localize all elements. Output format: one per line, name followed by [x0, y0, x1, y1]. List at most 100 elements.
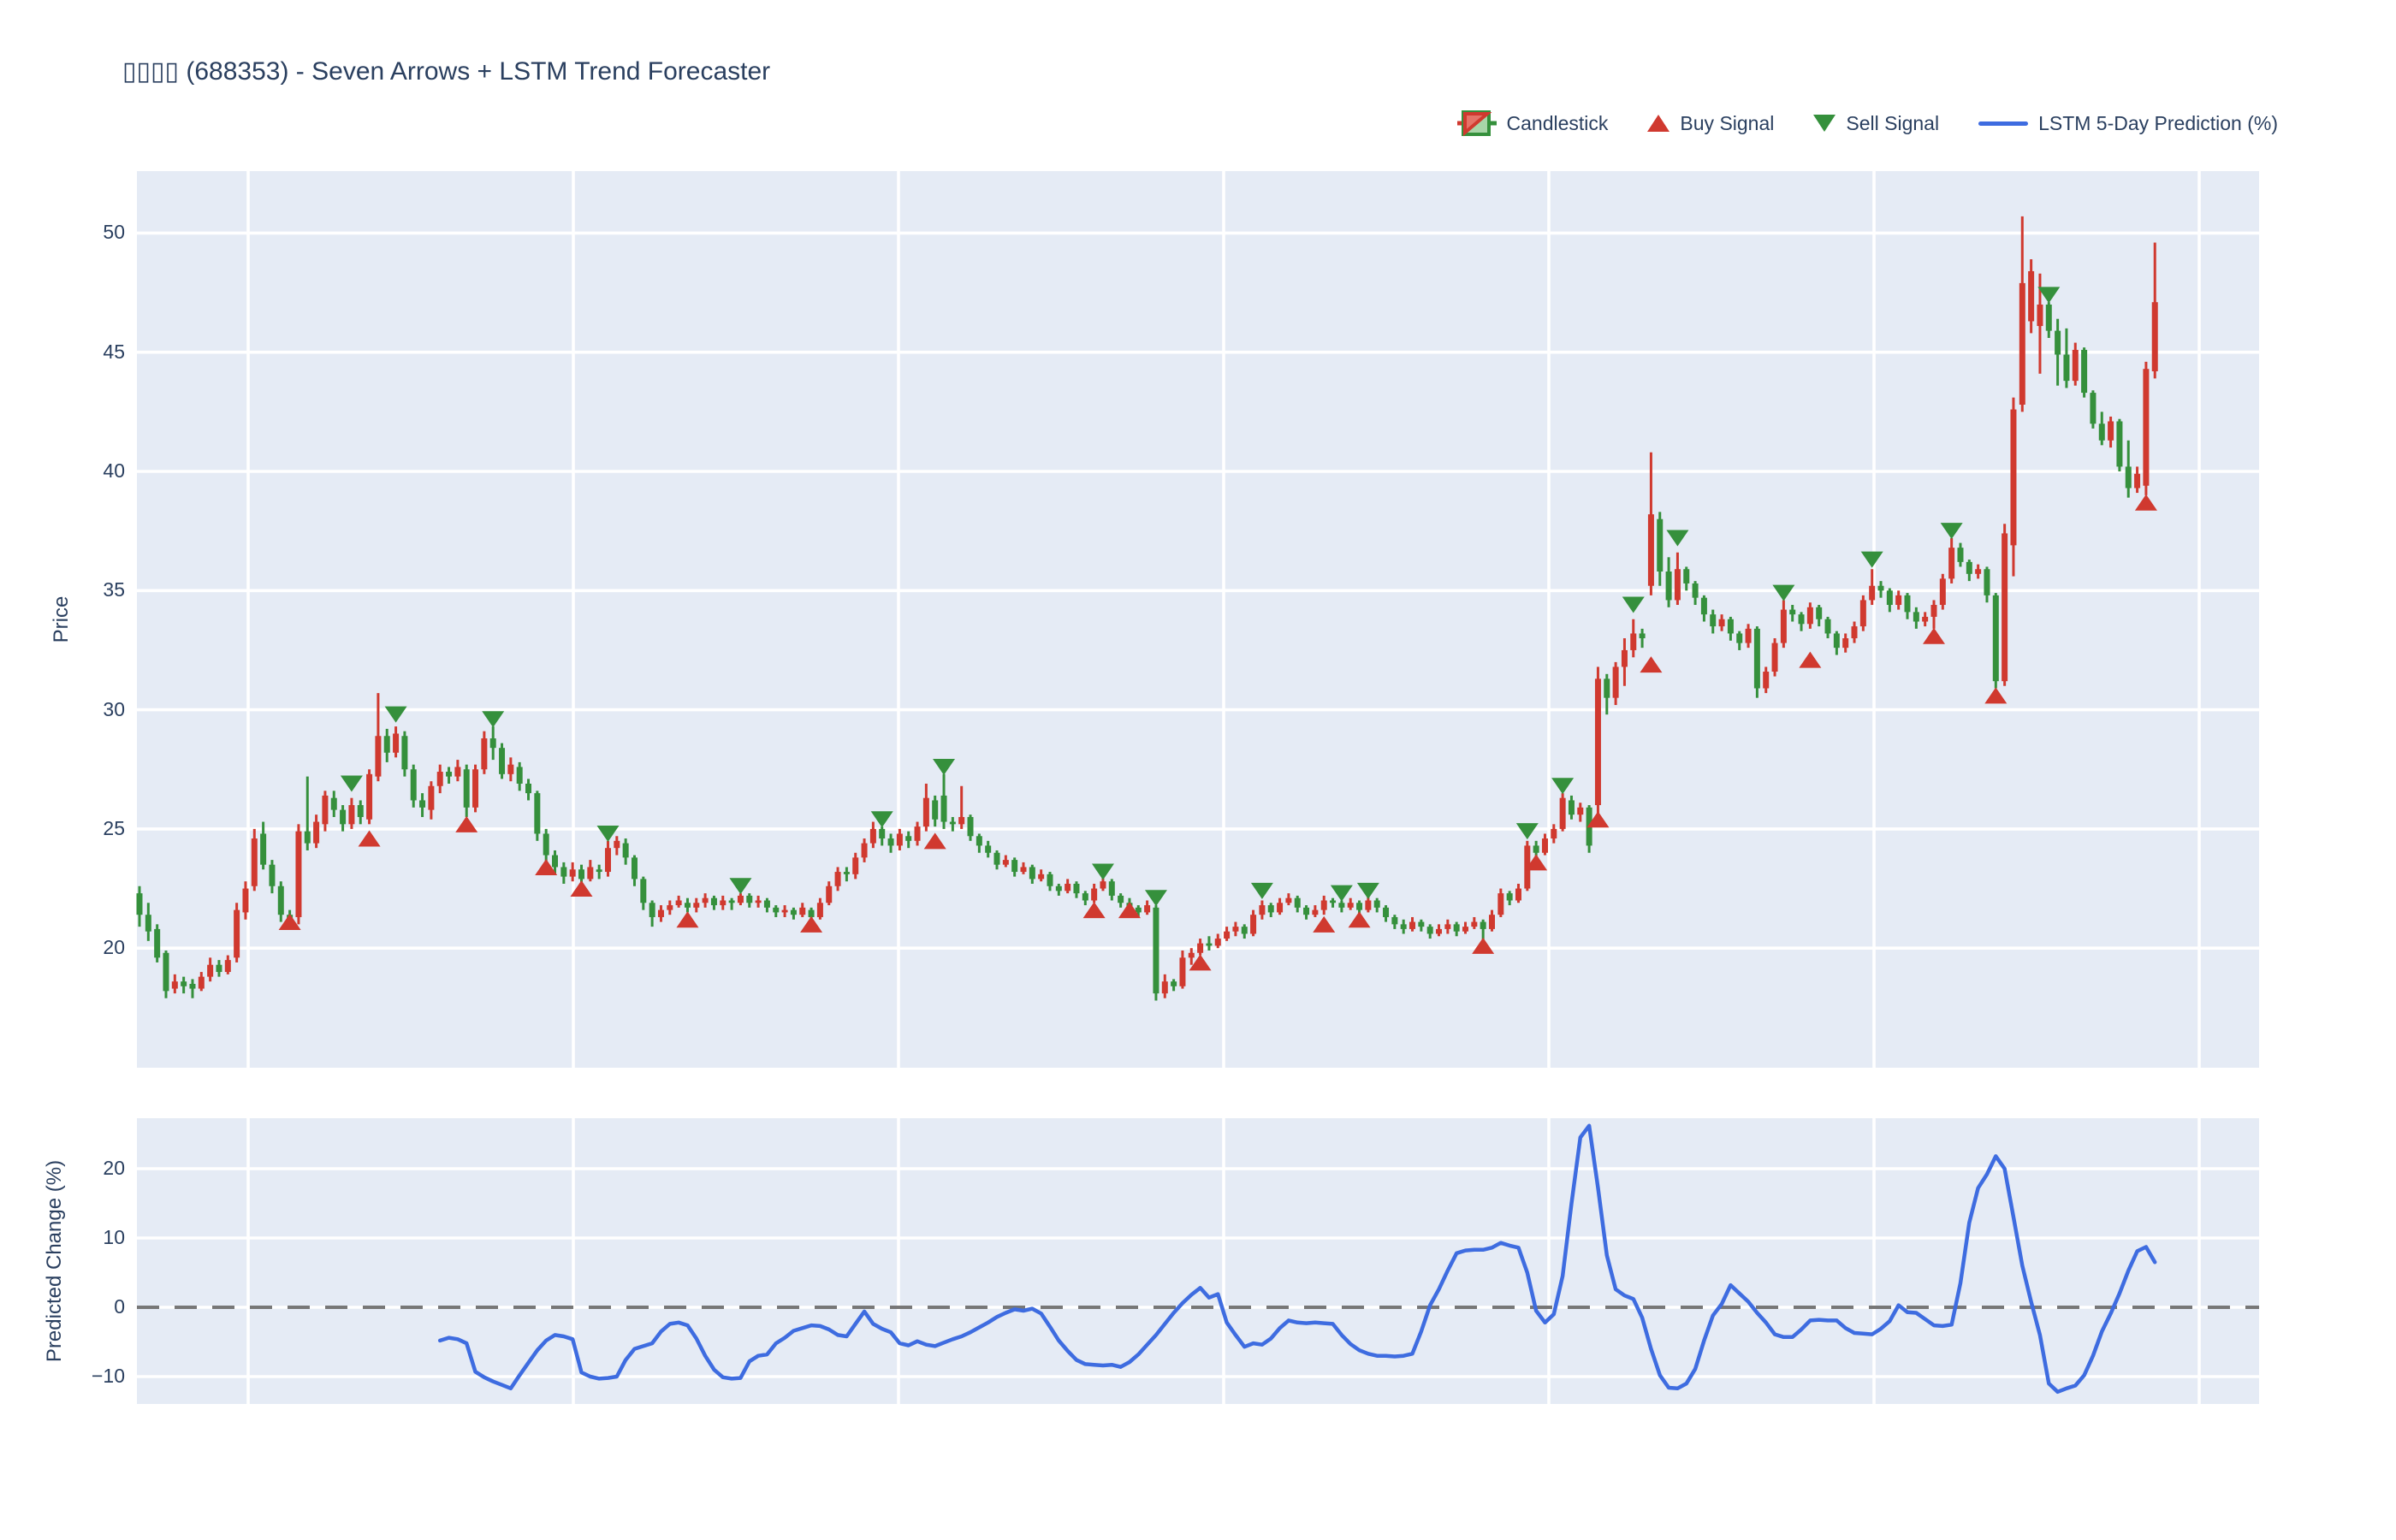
candle[interactable] — [171, 981, 178, 989]
candle[interactable] — [896, 833, 903, 846]
candle[interactable] — [1153, 907, 1159, 994]
candle[interactable] — [1939, 578, 1946, 606]
candle[interactable] — [1612, 666, 1619, 698]
candle[interactable] — [1444, 924, 1451, 929]
candle[interactable] — [1391, 916, 1398, 925]
candle[interactable] — [1930, 605, 1937, 617]
price-plot-area[interactable] — [137, 171, 2259, 1068]
candle[interactable] — [1188, 952, 1195, 958]
candle[interactable] — [436, 772, 443, 786]
candle[interactable] — [1895, 595, 1902, 606]
candle[interactable] — [1975, 569, 1982, 574]
candle[interactable] — [1320, 900, 1327, 910]
candle[interactable] — [2151, 302, 2158, 371]
candle[interactable] — [1312, 909, 1319, 915]
candle[interactable] — [879, 828, 886, 839]
candle[interactable] — [1842, 638, 1849, 649]
candle[interactable] — [1816, 607, 1823, 619]
candle[interactable] — [145, 915, 151, 932]
candle[interactable] — [799, 907, 806, 915]
candle[interactable] — [1559, 797, 1566, 829]
buy-signal-marker[interactable] — [1640, 656, 1663, 673]
candle[interactable] — [1692, 583, 1699, 598]
candle[interactable] — [242, 888, 249, 913]
candle[interactable] — [1232, 927, 1239, 932]
candle[interactable] — [419, 800, 426, 808]
sell-signal-marker[interactable] — [1091, 863, 1114, 880]
candle[interactable] — [340, 809, 347, 825]
candle[interactable] — [1647, 514, 1654, 586]
candle-wick[interactable] — [305, 776, 309, 850]
candle[interactable] — [1665, 572, 1672, 601]
candle[interactable] — [569, 869, 576, 877]
candle[interactable] — [1285, 897, 1292, 903]
sell-signal-marker[interactable] — [1250, 882, 1273, 899]
candle[interactable] — [1630, 633, 1637, 650]
candle[interactable] — [1506, 893, 1513, 901]
candle[interactable] — [269, 864, 276, 886]
candle[interactable] — [1426, 927, 1433, 934]
candle[interactable] — [154, 928, 161, 958]
candle[interactable] — [224, 960, 231, 973]
candle[interactable] — [1002, 860, 1009, 865]
candle[interactable] — [2116, 421, 2123, 467]
candle[interactable] — [234, 909, 240, 958]
candle[interactable] — [657, 909, 664, 917]
candle[interactable] — [710, 897, 717, 906]
candle[interactable] — [401, 736, 408, 770]
candle[interactable] — [2055, 330, 2061, 355]
candle[interactable] — [976, 836, 982, 846]
candle[interactable] — [1524, 845, 1531, 889]
sell-signal-marker[interactable] — [1551, 778, 1575, 795]
candle[interactable] — [1992, 595, 1999, 682]
candle[interactable] — [366, 773, 373, 820]
candle[interactable] — [1197, 943, 1204, 953]
candle[interactable] — [1303, 907, 1310, 915]
legend-item-prediction[interactable]: LSTM 5-Day Prediction (%) — [1978, 112, 2278, 135]
candle[interactable] — [2063, 354, 2070, 382]
candle[interactable] — [1171, 981, 1177, 986]
candle[interactable] — [993, 852, 1000, 865]
candle[interactable] — [1577, 807, 1584, 815]
candle[interactable] — [1753, 628, 1760, 689]
candle[interactable] — [2143, 369, 2150, 486]
buy-signal-marker[interactable] — [923, 832, 946, 850]
candle[interactable] — [463, 769, 470, 808]
sell-signal-marker[interactable] — [729, 878, 752, 895]
candle[interactable] — [852, 857, 859, 874]
buy-signal-marker[interactable] — [800, 915, 823, 933]
candle[interactable] — [543, 833, 549, 856]
candle[interactable] — [1214, 939, 1221, 946]
candle[interactable] — [1922, 616, 1929, 622]
sell-signal-marker[interactable] — [1666, 530, 1689, 547]
sell-signal-marker[interactable] — [1940, 523, 1963, 540]
candle[interactable] — [614, 840, 620, 849]
candle[interactable] — [1462, 927, 1468, 932]
sell-signal-marker[interactable] — [2037, 287, 2061, 304]
candle[interactable] — [260, 833, 267, 865]
candle[interactable] — [869, 828, 876, 844]
candle[interactable] — [1250, 915, 1257, 934]
buy-signal-marker[interactable] — [1799, 651, 1822, 668]
candle[interactable] — [1594, 678, 1601, 806]
candle[interactable] — [1373, 900, 1380, 908]
buy-signal-marker[interactable] — [570, 880, 593, 897]
candle[interactable] — [1471, 921, 1478, 927]
candle[interactable] — [1851, 626, 1858, 639]
candle[interactable] — [2090, 393, 2096, 424]
candle[interactable] — [1409, 921, 1416, 929]
candle[interactable] — [834, 872, 841, 886]
candle[interactable] — [967, 816, 974, 837]
candle[interactable] — [746, 895, 753, 903]
candle[interactable] — [207, 964, 214, 977]
candle[interactable] — [816, 903, 823, 917]
candle[interactable] — [755, 900, 762, 903]
candle[interactable] — [1683, 569, 1690, 583]
candle[interactable] — [1144, 905, 1151, 913]
sell-signal-marker[interactable] — [384, 706, 407, 723]
candle[interactable] — [525, 783, 532, 794]
candle[interactable] — [1082, 893, 1088, 901]
candle-wick[interactable] — [1481, 919, 1485, 941]
candle[interactable] — [2134, 473, 2141, 489]
candle[interactable] — [1745, 628, 1752, 643]
